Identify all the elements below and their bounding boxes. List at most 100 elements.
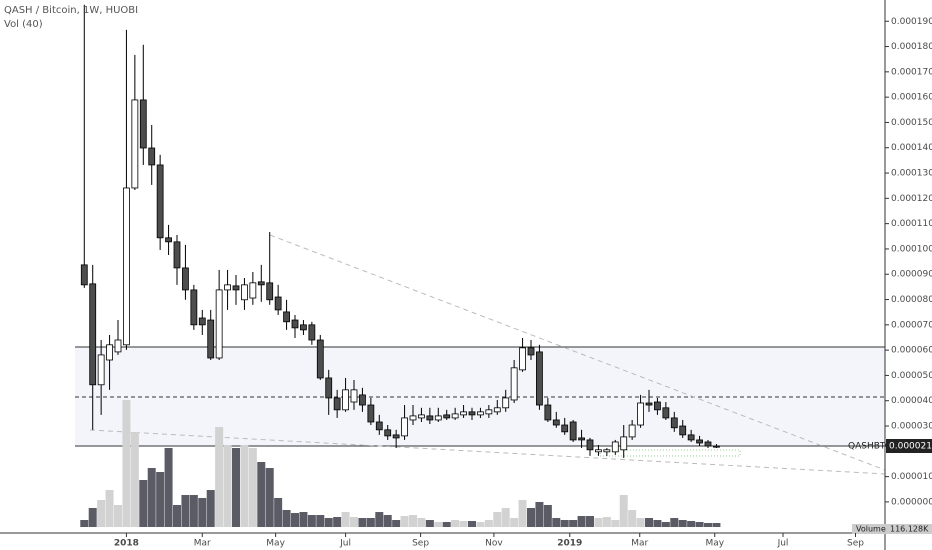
volume-bar	[493, 512, 502, 527]
volume-bar	[265, 467, 274, 527]
y-tick-label: 0.00017000	[891, 67, 932, 77]
candle-body	[502, 397, 510, 409]
candle-body	[291, 319, 299, 329]
volume-bar	[307, 515, 316, 527]
volume-bar	[232, 448, 240, 527]
volume-bar	[594, 518, 603, 527]
candle-body	[114, 339, 122, 353]
marks	[80, 4, 721, 527]
volume-bar	[661, 522, 670, 527]
volume-bar	[619, 495, 628, 527]
symbol-label: QASHBTC	[848, 442, 891, 452]
volume-bar	[105, 490, 114, 527]
volume-bar	[560, 520, 569, 527]
candle-body	[586, 439, 594, 451]
volume-bar	[181, 495, 190, 527]
volume-bar	[291, 513, 299, 527]
candle-body	[384, 429, 392, 437]
x-tick-label: Mar	[631, 539, 648, 549]
volume-bar	[189, 495, 198, 527]
y-tick-label: 0.00012000	[891, 194, 932, 204]
volume-bar	[97, 499, 106, 527]
candle-body	[139, 99, 147, 149]
candle-body	[207, 319, 215, 359]
volume-bar	[451, 520, 460, 527]
candle-body	[80, 264, 88, 286]
volume-bar	[333, 517, 342, 527]
candle-body	[468, 411, 476, 416]
candle-body	[713, 445, 720, 448]
candle-body	[451, 413, 459, 419]
candle-body	[611, 441, 619, 453]
volume-bar	[400, 516, 409, 527]
volume-bar	[223, 445, 232, 527]
x-tick-label: Mar	[194, 539, 211, 549]
candle-body	[215, 289, 223, 359]
y-tick-label: 0.00007000	[891, 320, 932, 330]
candle-body	[603, 449, 611, 453]
volume-bar	[324, 518, 333, 527]
volume-bar	[670, 518, 679, 527]
candle-body	[359, 394, 366, 406]
y-tick-label: 0.00011000	[891, 219, 932, 229]
candle-body	[342, 389, 349, 411]
volume-bar	[678, 520, 687, 527]
y-tick-label: 0.00015000	[891, 118, 932, 128]
candle-body	[249, 282, 257, 299]
y-tick-label: 0.00000000	[891, 497, 932, 507]
volume-bar	[358, 518, 367, 527]
candle-body	[106, 344, 113, 361]
candle-body	[97, 354, 105, 386]
x-tick-label: May	[705, 539, 724, 549]
volume-bar	[527, 507, 535, 527]
candle-body	[595, 449, 602, 453]
volume-bar	[577, 516, 586, 527]
volume-bar	[712, 523, 721, 527]
volume-bar	[653, 520, 662, 527]
y-tick-label: 0.00013000	[891, 169, 932, 179]
volume-bar	[80, 520, 89, 527]
candle-body	[224, 284, 231, 291]
volume-bar	[366, 518, 375, 527]
x-tick-label: 2019	[557, 539, 582, 549]
volume-indicator: Vol (40)	[4, 19, 43, 30]
y-tick-label: 0.00018000	[891, 42, 932, 52]
y-tick-label: 0.00010000	[891, 244, 932, 254]
volume-bar	[501, 507, 510, 527]
volume-bar	[586, 516, 594, 527]
volume-bar	[282, 509, 291, 527]
candle-body	[418, 414, 425, 419]
volume-bar	[130, 432, 139, 527]
volume-bar	[392, 520, 401, 527]
x-tick-label: Jul	[777, 539, 789, 549]
candle-body	[274, 296, 282, 311]
candle-body	[325, 377, 333, 399]
candle-body	[89, 283, 97, 386]
x-tick-label: May	[266, 539, 285, 549]
volume-bar	[316, 515, 325, 527]
candle-body	[426, 415, 434, 421]
trend-line	[89, 429, 886, 475]
volume-bar	[417, 518, 426, 527]
volume-bar	[704, 523, 712, 527]
candle-body	[687, 434, 695, 441]
volume-bar	[383, 515, 392, 527]
y-tick-label: 0.00008000	[891, 295, 932, 305]
volume-bar	[114, 504, 122, 527]
volume-tag	[852, 524, 932, 534]
candle-body	[654, 401, 661, 411]
volume-bar	[552, 518, 561, 527]
volume-bar	[611, 520, 620, 527]
volume-bar	[274, 497, 283, 527]
volume-bar	[88, 507, 97, 527]
candle-body	[519, 347, 526, 371]
x-tick-label: Sep	[412, 539, 429, 549]
volume-bar	[156, 471, 165, 527]
volume-bar	[147, 467, 156, 527]
y-tick-label: 0.00006000	[891, 346, 932, 356]
volume-bar	[510, 518, 519, 527]
candle-body	[367, 404, 375, 423]
volume-bar	[442, 522, 451, 527]
volume-bar	[164, 448, 173, 527]
